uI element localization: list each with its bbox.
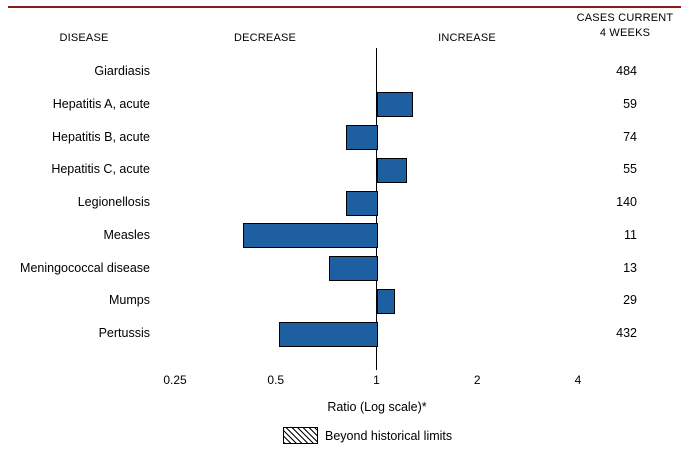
disease-label: Measles — [103, 227, 150, 242]
disease-label: Pertussis — [98, 326, 150, 340]
x-tick-label: 2 — [473, 373, 481, 387]
cases-value: 140 — [616, 195, 637, 209]
legend-label: Beyond historical limits — [325, 428, 453, 443]
cases-value: 74 — [623, 129, 637, 144]
disease-label: Mumps — [109, 293, 150, 308]
top-rule — [8, 6, 681, 8]
x-tick-label: 4 — [574, 373, 582, 387]
cases-value: 432 — [616, 326, 637, 340]
header-decrease: DECREASE — [233, 32, 297, 44]
x-tick-label: 1 — [373, 373, 380, 387]
ratio-bar — [278, 321, 379, 347]
ratio-bar — [345, 190, 379, 216]
disease-label: Meningococcal disease — [20, 260, 150, 275]
cases-value: 13 — [623, 260, 637, 275]
header-disease: DISEASE — [59, 32, 109, 44]
ratio-bar — [376, 157, 408, 183]
hatched-swatch-icon — [283, 427, 318, 444]
cases-value: 59 — [623, 96, 637, 111]
disease-label: Hepatitis C, acute — [51, 162, 150, 177]
x-tick-label: 0.5 — [267, 373, 285, 387]
disease-label: Hepatitis A, acute — [52, 96, 150, 111]
x-tick-label: 0.25 — [163, 373, 187, 387]
ratio-bar — [376, 92, 414, 118]
ratio-bar — [243, 223, 379, 249]
header-increase: INCREASE — [438, 32, 496, 44]
header-cases-line1: CASES CURRENT — [576, 12, 674, 24]
x-axis-label: Ratio (Log scale)* — [327, 400, 427, 414]
header-cases-line2: 4 WEEKS — [599, 27, 651, 39]
disease-label: Hepatitis B, acute — [52, 129, 150, 144]
legend: Beyond historical limits — [283, 427, 452, 444]
cases-value: 29 — [623, 293, 637, 308]
cases-value: 484 — [616, 64, 637, 78]
ratio-bar — [345, 125, 379, 150]
cases-value: 55 — [623, 162, 637, 177]
disease-label: Legionellosis — [77, 195, 150, 209]
ratio-bar — [376, 288, 395, 314]
disease-label: Giardiasis — [94, 64, 150, 78]
cases-value: 11 — [624, 227, 637, 242]
ratio-bar — [328, 256, 379, 281]
header-cases: CASES CURRENT 4 WEEKS — [565, 11, 685, 41]
